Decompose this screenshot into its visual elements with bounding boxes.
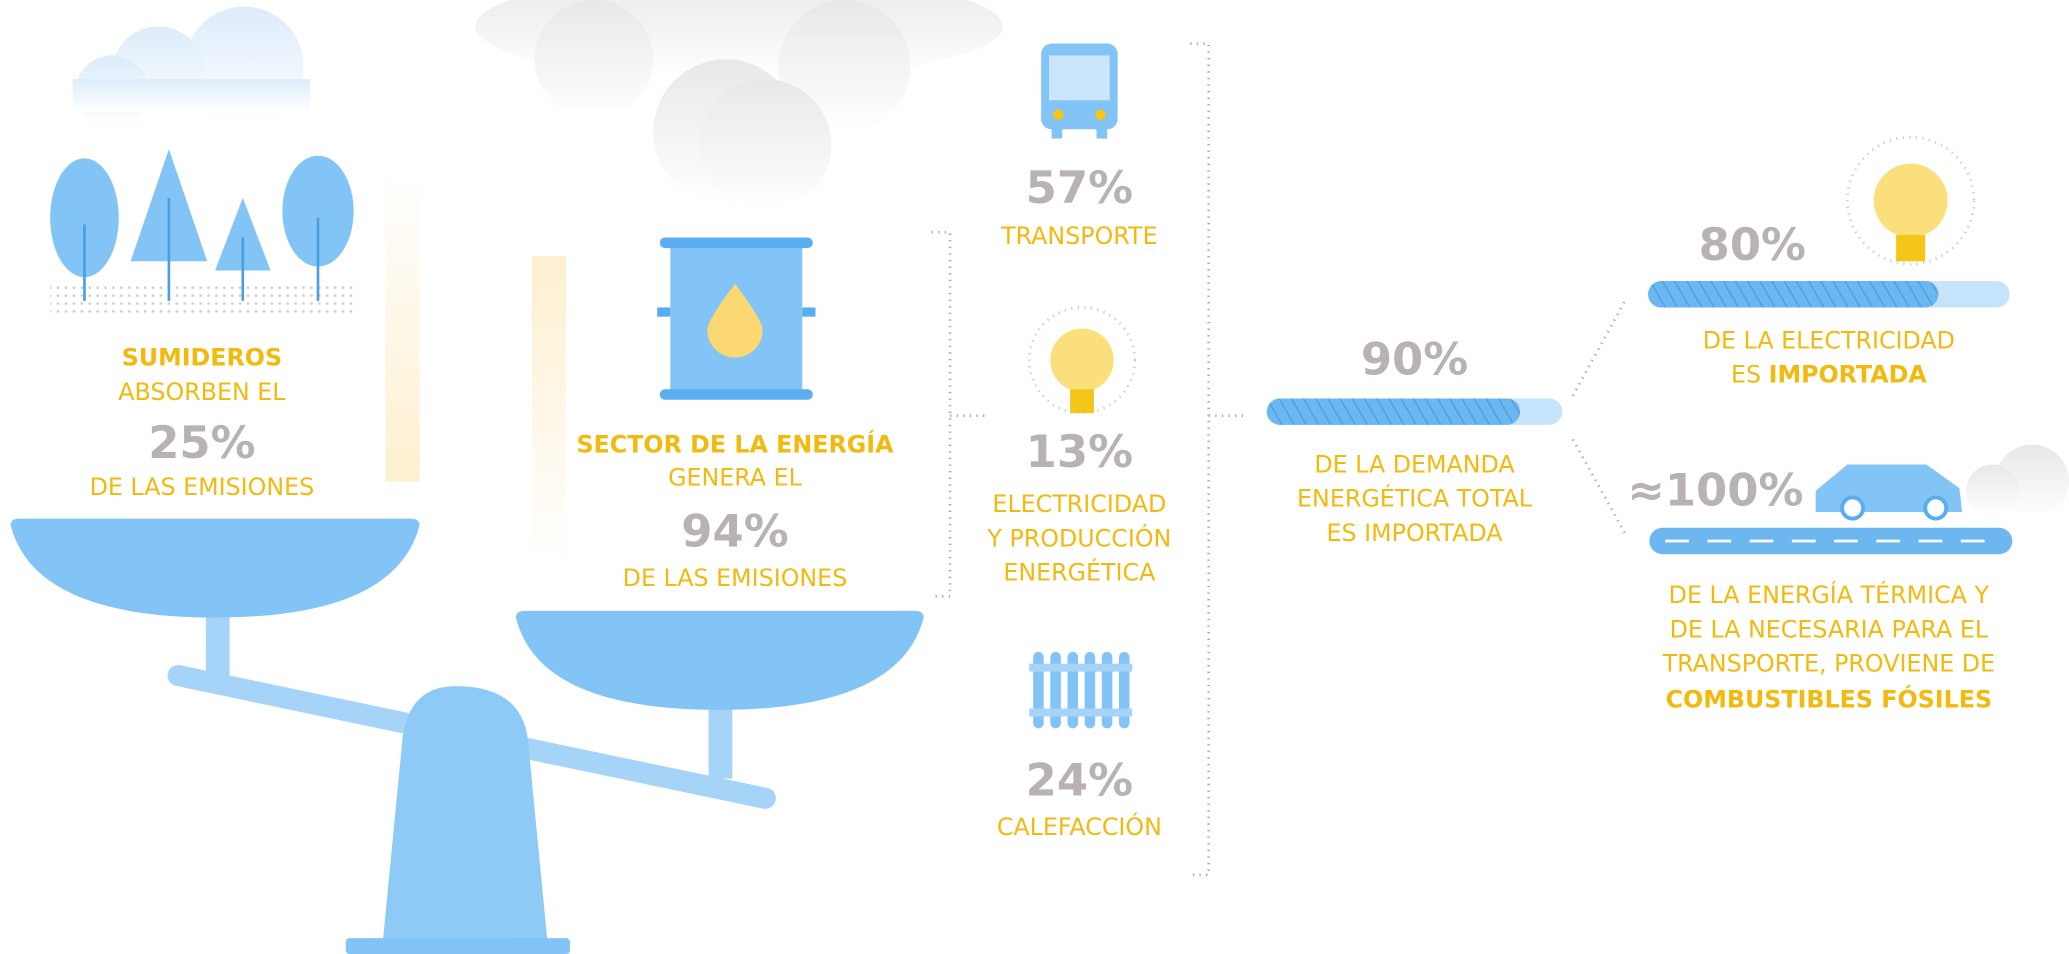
percent: 25%	[148, 416, 255, 469]
label: CALEFACCIÓN	[997, 813, 1162, 841]
percent: 90%	[1361, 333, 1468, 386]
label: DE LAS EMISIONES	[90, 473, 315, 501]
label: ENERGÉTICA TOTAL	[1297, 485, 1533, 513]
percent: 13%	[1026, 425, 1133, 478]
car-icon	[1815, 464, 1963, 521]
trees	[50, 149, 354, 318]
radiator-icon	[1029, 651, 1133, 729]
glow	[531, 255, 567, 567]
label: ELECTRICIDAD	[992, 490, 1166, 518]
glow	[385, 171, 420, 482]
percent: 24%	[1026, 754, 1133, 807]
label-part: IMPORTADA	[1769, 361, 1928, 389]
label: COMBUSTIBLES FÓSILES	[1666, 685, 1992, 713]
label: GENERA EL	[668, 464, 803, 492]
label: ES IMPORTADA	[1327, 519, 1504, 547]
label: DE LA DEMANDA	[1314, 450, 1515, 478]
brackets	[931, 42, 1627, 877]
label: ENERGÉTICA	[1003, 559, 1156, 587]
barrel	[657, 237, 816, 400]
bus-icon	[1041, 43, 1118, 139]
label: DE LA NECESARIA PARA EL	[1670, 615, 1989, 643]
percent: ≈100%	[1627, 463, 1803, 516]
label: DE LA ENERGÍA TÉRMICA Y	[1669, 581, 1990, 609]
label: SUMIDEROS	[122, 344, 282, 372]
label: TRANSPORTE, PROVIENE DE	[1662, 650, 1996, 678]
scale	[10, 518, 924, 954]
label: ABSORBEN EL	[118, 378, 286, 406]
clouds	[72, 0, 2069, 519]
label: DE LA ELECTRICIDAD	[1703, 326, 1955, 354]
percent: 80%	[1699, 218, 1806, 271]
label-part: ES	[1731, 361, 1761, 389]
progress-bars	[1266, 281, 2013, 555]
label: SECTOR DE LA ENERGÍA	[576, 431, 894, 459]
texts: SUMIDEROS ABSORBEN EL 25% DE LAS EMISION…	[90, 161, 1996, 841]
label: TRANSPORTE	[1000, 222, 1157, 250]
percent: 94%	[681, 504, 788, 557]
percent: 57%	[1026, 161, 1133, 214]
bulb-icon	[1027, 135, 1976, 415]
label: Y PRODUCCIÓN	[986, 524, 1171, 552]
label: ES IMPORTADA	[1731, 361, 1927, 389]
label: DE LAS EMISIONES	[623, 564, 848, 592]
